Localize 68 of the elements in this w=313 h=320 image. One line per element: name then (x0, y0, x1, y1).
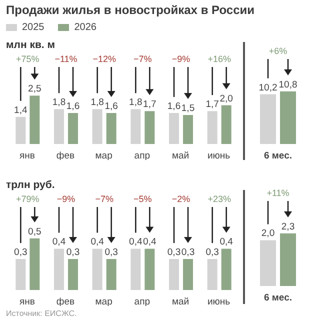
data-label: 0,3 (66, 247, 80, 258)
data-label: 1,7 (206, 99, 219, 110)
data-label: 1,8 (90, 97, 104, 108)
data-label: 0,3 (167, 247, 181, 258)
data-label: 2,0 (261, 228, 275, 240)
legend-label: 2025 (22, 21, 44, 34)
data-label: 1,4 (14, 104, 28, 116)
data-label: 0,4 (220, 236, 233, 248)
text: −12% (92, 54, 116, 64)
bar (183, 114, 193, 144)
x-tick-label: май (172, 150, 190, 162)
data-label: 1,8 (52, 97, 66, 108)
bar (68, 113, 78, 144)
bar (30, 96, 40, 144)
data-label: 0,3 (14, 247, 28, 258)
chart-title: Продажи жилья в новостройках в России (6, 2, 255, 18)
bar (169, 113, 179, 144)
y-axis-title: трлн руб. (6, 179, 56, 192)
data-label: 0,3 (181, 247, 195, 258)
bar (16, 116, 26, 144)
data-label: 0,3 (104, 247, 118, 258)
text: −9% (172, 54, 190, 64)
x-tick-label: 6 мес. (264, 150, 292, 162)
text: +75% (16, 54, 40, 64)
text: −2% (172, 194, 190, 204)
data-label: 0,4 (129, 236, 142, 248)
text: Источник: ЕИСЖС. (6, 308, 78, 319)
text: −7% (95, 194, 114, 204)
data-label: 2,0 (220, 93, 233, 104)
x-tick-label: май (172, 296, 190, 308)
data-label: 1,8 (129, 97, 142, 108)
data-label: 2,3 (281, 221, 295, 232)
data-label: 1,6 (167, 101, 181, 112)
text: −9% (56, 194, 76, 204)
text: −7% (134, 54, 152, 64)
bar (130, 109, 141, 144)
data-label: 10,2 (258, 82, 278, 94)
text: +23% (208, 194, 231, 204)
text: +79% (16, 194, 40, 204)
data-label: 0,4 (52, 236, 66, 248)
legend-label: 2026 (74, 21, 96, 34)
data-label: 1,7 (143, 99, 156, 110)
x-tick-label: янв (19, 150, 35, 162)
data-label: 0,5 (28, 226, 42, 238)
bar (221, 105, 232, 144)
text: +11% (266, 188, 290, 198)
text: −11% (54, 54, 78, 64)
x-tick-label: июнь (208, 296, 230, 308)
x-tick-label: июнь (208, 150, 230, 162)
bar (144, 111, 155, 144)
data-label: 10,8 (278, 79, 298, 90)
x-tick-label: янв (19, 296, 35, 308)
data-label: 1,5 (181, 102, 195, 114)
text: +6% (268, 46, 288, 56)
x-tick-label: 6 мес. (264, 292, 292, 304)
data-label: 0,4 (143, 236, 156, 248)
y-axis-title: млн кв. м (6, 39, 56, 52)
bar (54, 109, 64, 144)
data-label: 1,6 (104, 101, 118, 112)
bar (207, 111, 218, 144)
data-label: 1,6 (66, 101, 80, 112)
text: +16% (208, 54, 231, 64)
data-label: 2,5 (28, 84, 42, 95)
data-label: 0,3 (206, 247, 219, 258)
text: −5% (134, 194, 152, 204)
bar (106, 113, 116, 144)
bar (92, 109, 102, 144)
data-label: 0,4 (90, 236, 104, 248)
